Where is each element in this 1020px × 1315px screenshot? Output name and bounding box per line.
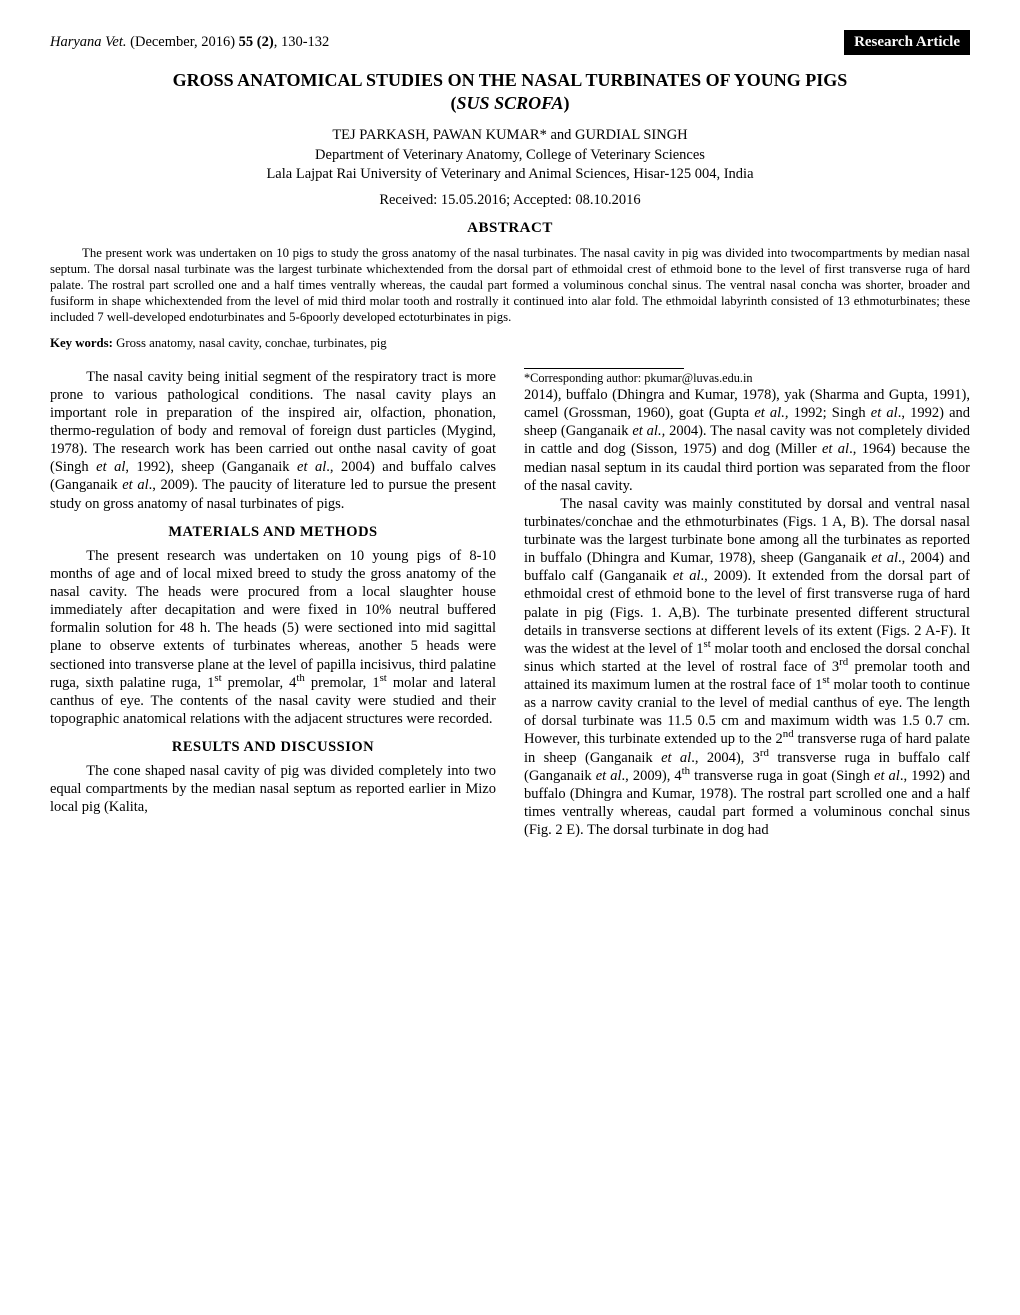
sup-rd: rd bbox=[839, 656, 848, 668]
pages: , 130-132 bbox=[274, 34, 330, 50]
mm-text-a: The present research was undertaken on 1… bbox=[50, 548, 496, 691]
issue: (2) bbox=[253, 34, 274, 50]
body-columns: The nasal cavity being initial segment o… bbox=[50, 368, 970, 839]
abstract-text: The present work was undertaken on 10 pi… bbox=[50, 246, 970, 326]
sup-rd: rd bbox=[760, 747, 769, 759]
affiliation-line2: Lala Lajpat Rai University of Veterinary… bbox=[50, 165, 970, 183]
sup-st: st bbox=[214, 672, 221, 684]
rd-p3-k: transverse ruga in goat (Singh bbox=[690, 768, 874, 784]
journal-citation: Haryana Vet. (December, 2016) 55 (2), 13… bbox=[50, 33, 329, 51]
sup-st: st bbox=[704, 638, 711, 650]
sup-th: th bbox=[682, 765, 690, 777]
etal: et al bbox=[596, 768, 622, 784]
etal: et al bbox=[297, 459, 326, 475]
title-paren-close: ) bbox=[563, 93, 569, 113]
affiliation-line1: Department of Veterinary Anatomy, Colleg… bbox=[50, 146, 970, 164]
sup-nd: nd bbox=[783, 729, 794, 741]
rd-p1-text: The cone shaped nasal cavity of pig was … bbox=[50, 763, 496, 815]
received-accepted-dates: Received: 15.05.2016; Accepted: 08.10.20… bbox=[50, 191, 970, 209]
rd-p2-b: 1992; Singh bbox=[788, 405, 870, 421]
etal: et al bbox=[96, 459, 125, 475]
etal: et al bbox=[874, 768, 900, 784]
results-discussion-heading: RESULTS AND DISCUSSION bbox=[50, 738, 496, 756]
etal: et al bbox=[122, 477, 148, 493]
journal-name: Haryana Vet. bbox=[50, 34, 127, 50]
article-type-badge: Research Article bbox=[844, 30, 970, 55]
mm-text-b: premolar, 4 bbox=[222, 675, 297, 691]
issue-prefix: (December, 2016) bbox=[127, 34, 239, 50]
materials-methods-heading: MATERIALS AND METHODS bbox=[50, 523, 496, 541]
sup-st: st bbox=[822, 674, 829, 686]
sup-th: th bbox=[296, 672, 304, 684]
title-species: SUS SCROFA bbox=[457, 93, 564, 113]
etal: et al bbox=[871, 550, 898, 566]
results-paragraph-1: The cone shaped nasal cavity of pig was … bbox=[50, 762, 496, 816]
etal: et al bbox=[673, 568, 701, 584]
article-title: GROSS ANATOMICAL STUDIES ON THE NASAL TU… bbox=[120, 69, 900, 116]
volume: 55 bbox=[239, 34, 254, 50]
keywords-label: Key words: bbox=[50, 336, 113, 350]
intro-paragraph: The nasal cavity being initial segment o… bbox=[50, 368, 496, 513]
etal: et al bbox=[871, 405, 898, 421]
rd-p3-h: ., 2004), 3 bbox=[691, 750, 760, 766]
rd-p3-j: ., 2009), 4 bbox=[622, 768, 682, 784]
title-line1: GROSS ANATOMICAL STUDIES ON THE NASAL TU… bbox=[173, 70, 848, 90]
etal: et al bbox=[822, 441, 849, 457]
footnote-block: *Corresponding author: pkumar@luvas.edu.… bbox=[524, 368, 970, 386]
results-paragraph-3: The nasal cavity was mainly constituted … bbox=[524, 495, 970, 839]
keywords: Key words: Gross anatomy, nasal cavity, … bbox=[50, 336, 970, 352]
mm-text-c: premolar, 1 bbox=[305, 675, 380, 691]
authors: TEJ PARKASH, PAWAN KUMAR* and GURDIAL SI… bbox=[50, 126, 970, 144]
sup-st: st bbox=[380, 672, 387, 684]
header-row: Haryana Vet. (December, 2016) 55 (2), 13… bbox=[50, 30, 970, 55]
intro-text-b: , 1992), sheep (Ganganaik bbox=[125, 459, 297, 475]
corresponding-author-footnote: *Corresponding author: pkumar@luvas.edu.… bbox=[524, 371, 970, 386]
etal-comma: et al., bbox=[754, 405, 788, 421]
etal-comma: et al., bbox=[632, 423, 665, 439]
abstract-heading: ABSTRACT bbox=[50, 219, 970, 238]
etal: et al bbox=[661, 750, 691, 766]
results-paragraph-2: 2014), buffalo (Dhingra and Kumar, 1978)… bbox=[524, 386, 970, 495]
keywords-text: Gross anatomy, nasal cavity, conchae, tu… bbox=[113, 336, 387, 350]
footnote-rule bbox=[524, 368, 684, 369]
methods-paragraph: The present research was undertaken on 1… bbox=[50, 547, 496, 728]
